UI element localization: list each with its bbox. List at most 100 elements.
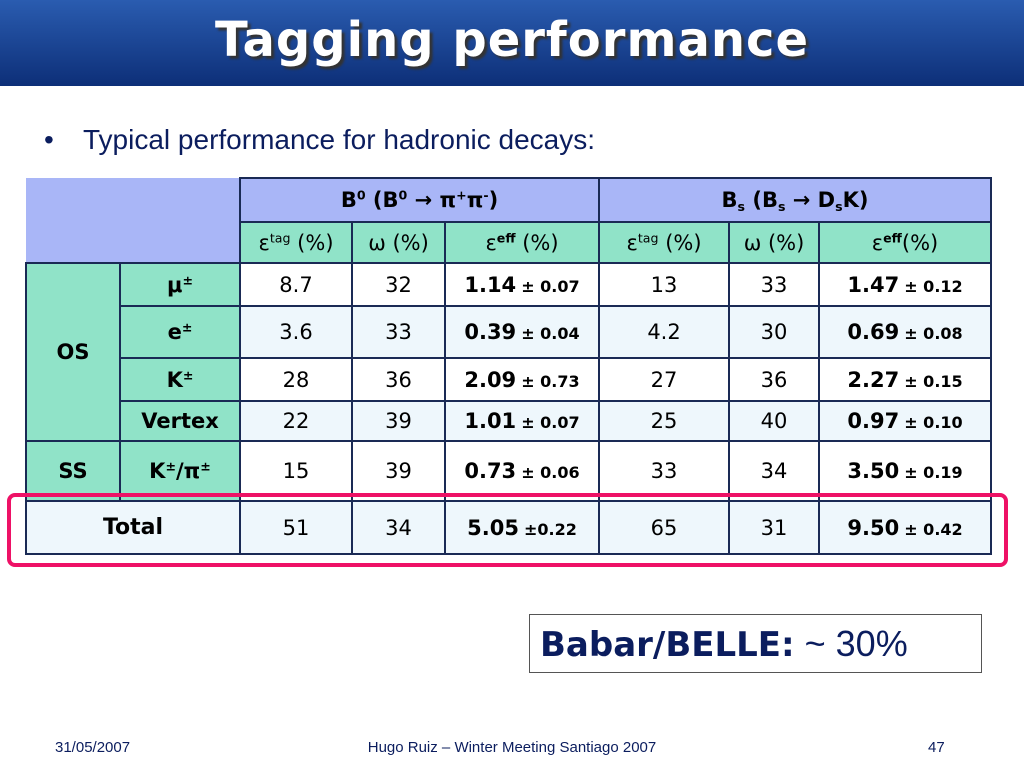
tagger-label: Vertex [119, 400, 241, 442]
efficiency-error: ± 0.73 [521, 371, 580, 391]
column-header: εeff(%) [818, 221, 993, 264]
blank-cell [26, 178, 240, 263]
data-cell: 4.2 [598, 305, 731, 359]
column-header: ω (%) [728, 221, 821, 264]
superscript: ± [182, 366, 194, 382]
header-row: B0 (B0 → π+π-) Bs (Bs → DsK) [26, 177, 993, 263]
superscript: ± [181, 319, 193, 335]
text: e [167, 320, 182, 344]
subscript: s [777, 198, 786, 214]
superscript: eff [496, 229, 516, 245]
data-cell: 33 [598, 440, 731, 502]
title-bar [0, 0, 1024, 86]
text: K) [842, 188, 869, 212]
data-cell: 25 [598, 400, 731, 442]
efficiency-error: ± 0.07 [521, 413, 580, 432]
efficiency-error: ± 0.19 [904, 463, 963, 482]
text: (B [365, 188, 399, 212]
data-cell: 39 [351, 440, 446, 502]
efficiency-error: ± 0.10 [904, 413, 963, 432]
text: → D [785, 188, 836, 212]
subscript: s [737, 198, 746, 214]
data-cell: 32 [351, 262, 446, 307]
efficiency-value: 1.01 [464, 409, 517, 433]
performance-table: B0 (B0 → π+π-) Bs (Bs → DsK) εtag (%) ω (%)… [25, 177, 993, 555]
data-cell: 28 [239, 357, 353, 402]
efficiency-error: ± 0.08 [904, 324, 963, 343]
text: ε [626, 230, 638, 255]
efficiency-value: 5.05 [467, 515, 519, 540]
group-header: B0 (B0 → π+π-) [238, 177, 601, 223]
text: K [149, 459, 166, 483]
data-cell: 1.01 ± 0.07 [443, 400, 601, 442]
superscript: ± [165, 458, 176, 474]
data-row: Vertex 22 39 1.01 ± 0.07 25 40 0.97 ± 0.10 [26, 400, 993, 442]
total-cell: 34 [351, 500, 446, 555]
tagger-label: K±/π± [119, 440, 241, 502]
data-row: e± 3.6 33 0.39 ± 0.04 4.2 30 0.69 ± 0.08 [26, 305, 993, 359]
total-cell: 9.50 ± 0.42 [818, 500, 993, 555]
total-row: Total 51 34 5.05 ±0.22 65 31 9.50 ± 0.42 [25, 500, 993, 555]
title: Tagging performance [214, 12, 810, 68]
data-cell: 39 [351, 400, 446, 442]
footer-date: 31/05/2007 [55, 739, 131, 756]
efficiency-error: ± 0.42 [904, 519, 963, 539]
text: (%) [515, 230, 559, 255]
text: (%) [290, 230, 334, 255]
efficiency-error: ± 0.12 [904, 276, 963, 296]
group-label: SS [25, 440, 121, 502]
tagger-label: e± [119, 305, 241, 359]
efficiency-value: 0.97 [847, 409, 900, 433]
total-cell: 65 [598, 500, 731, 555]
efficiency-value: 0.39 [464, 320, 517, 344]
efficiency-error: ± 0.04 [521, 324, 580, 343]
text: ) [488, 188, 499, 212]
text: π [466, 188, 484, 212]
data-cell: 40 [728, 400, 821, 442]
text: ε [871, 230, 884, 255]
data-cell: 0.39 ± 0.04 [443, 305, 601, 359]
data-cell: 33 [351, 305, 446, 359]
superscript: tag [637, 229, 659, 245]
column-header: εtag (%) [598, 221, 731, 264]
group-header: Bs (Bs → DsK) [598, 177, 993, 223]
text: (%) [658, 230, 702, 255]
total-cell: 51 [239, 500, 353, 555]
data-cell: 0.73 ± 0.06 [443, 440, 601, 502]
column-header: εeff (%) [443, 221, 601, 264]
data-cell: 2.27 ± 0.15 [818, 357, 993, 402]
superscript: 0 [398, 187, 408, 203]
superscript: 0 [356, 187, 366, 203]
group-label: OS [25, 262, 121, 442]
note-box: Babar/BELLE: ~ 30% [529, 614, 982, 673]
efficiency-error: ±0.22 [523, 519, 577, 539]
data-row: SS K±/π± 15 39 0.73 ± 0.06 33 34 3.50 ± 0.19 [25, 440, 993, 502]
superscript: eff [883, 229, 902, 245]
efficiency-error: ± 0.06 [521, 463, 580, 482]
tagger-label: μ± [119, 262, 241, 307]
data-cell: 27 [598, 357, 731, 402]
data-cell: 1.47 ± 0.12 [818, 262, 993, 307]
data-cell: 34 [728, 440, 821, 502]
text: K [166, 367, 183, 392]
footer-center: Hugo Ruiz – Winter Meeting Santiago 2007 [367, 739, 657, 756]
bullet-text: Typical performance for hadronic decays: [83, 124, 596, 155]
efficiency-value: 0.69 [847, 320, 900, 344]
data-cell: 3.6 [239, 305, 353, 359]
efficiency-error: ± 0.15 [904, 371, 963, 391]
tagger-label: K± [119, 357, 241, 402]
text: /π [176, 459, 201, 483]
total-cell: 5.05 ±0.22 [443, 500, 601, 555]
superscript: ± [182, 271, 193, 287]
data-cell: 15 [239, 440, 353, 502]
data-cell: 0.97 ± 0.10 [818, 400, 993, 442]
text: → π [407, 188, 457, 212]
superscript: ± [200, 458, 211, 474]
page-number: 47 [928, 739, 945, 756]
efficiency-value: 9.50 [847, 515, 900, 540]
efficiency-value: 3.50 [847, 459, 900, 483]
data-cell: 30 [728, 305, 821, 359]
data-cell: 36 [728, 357, 821, 402]
data-cell: 13 [598, 262, 731, 307]
